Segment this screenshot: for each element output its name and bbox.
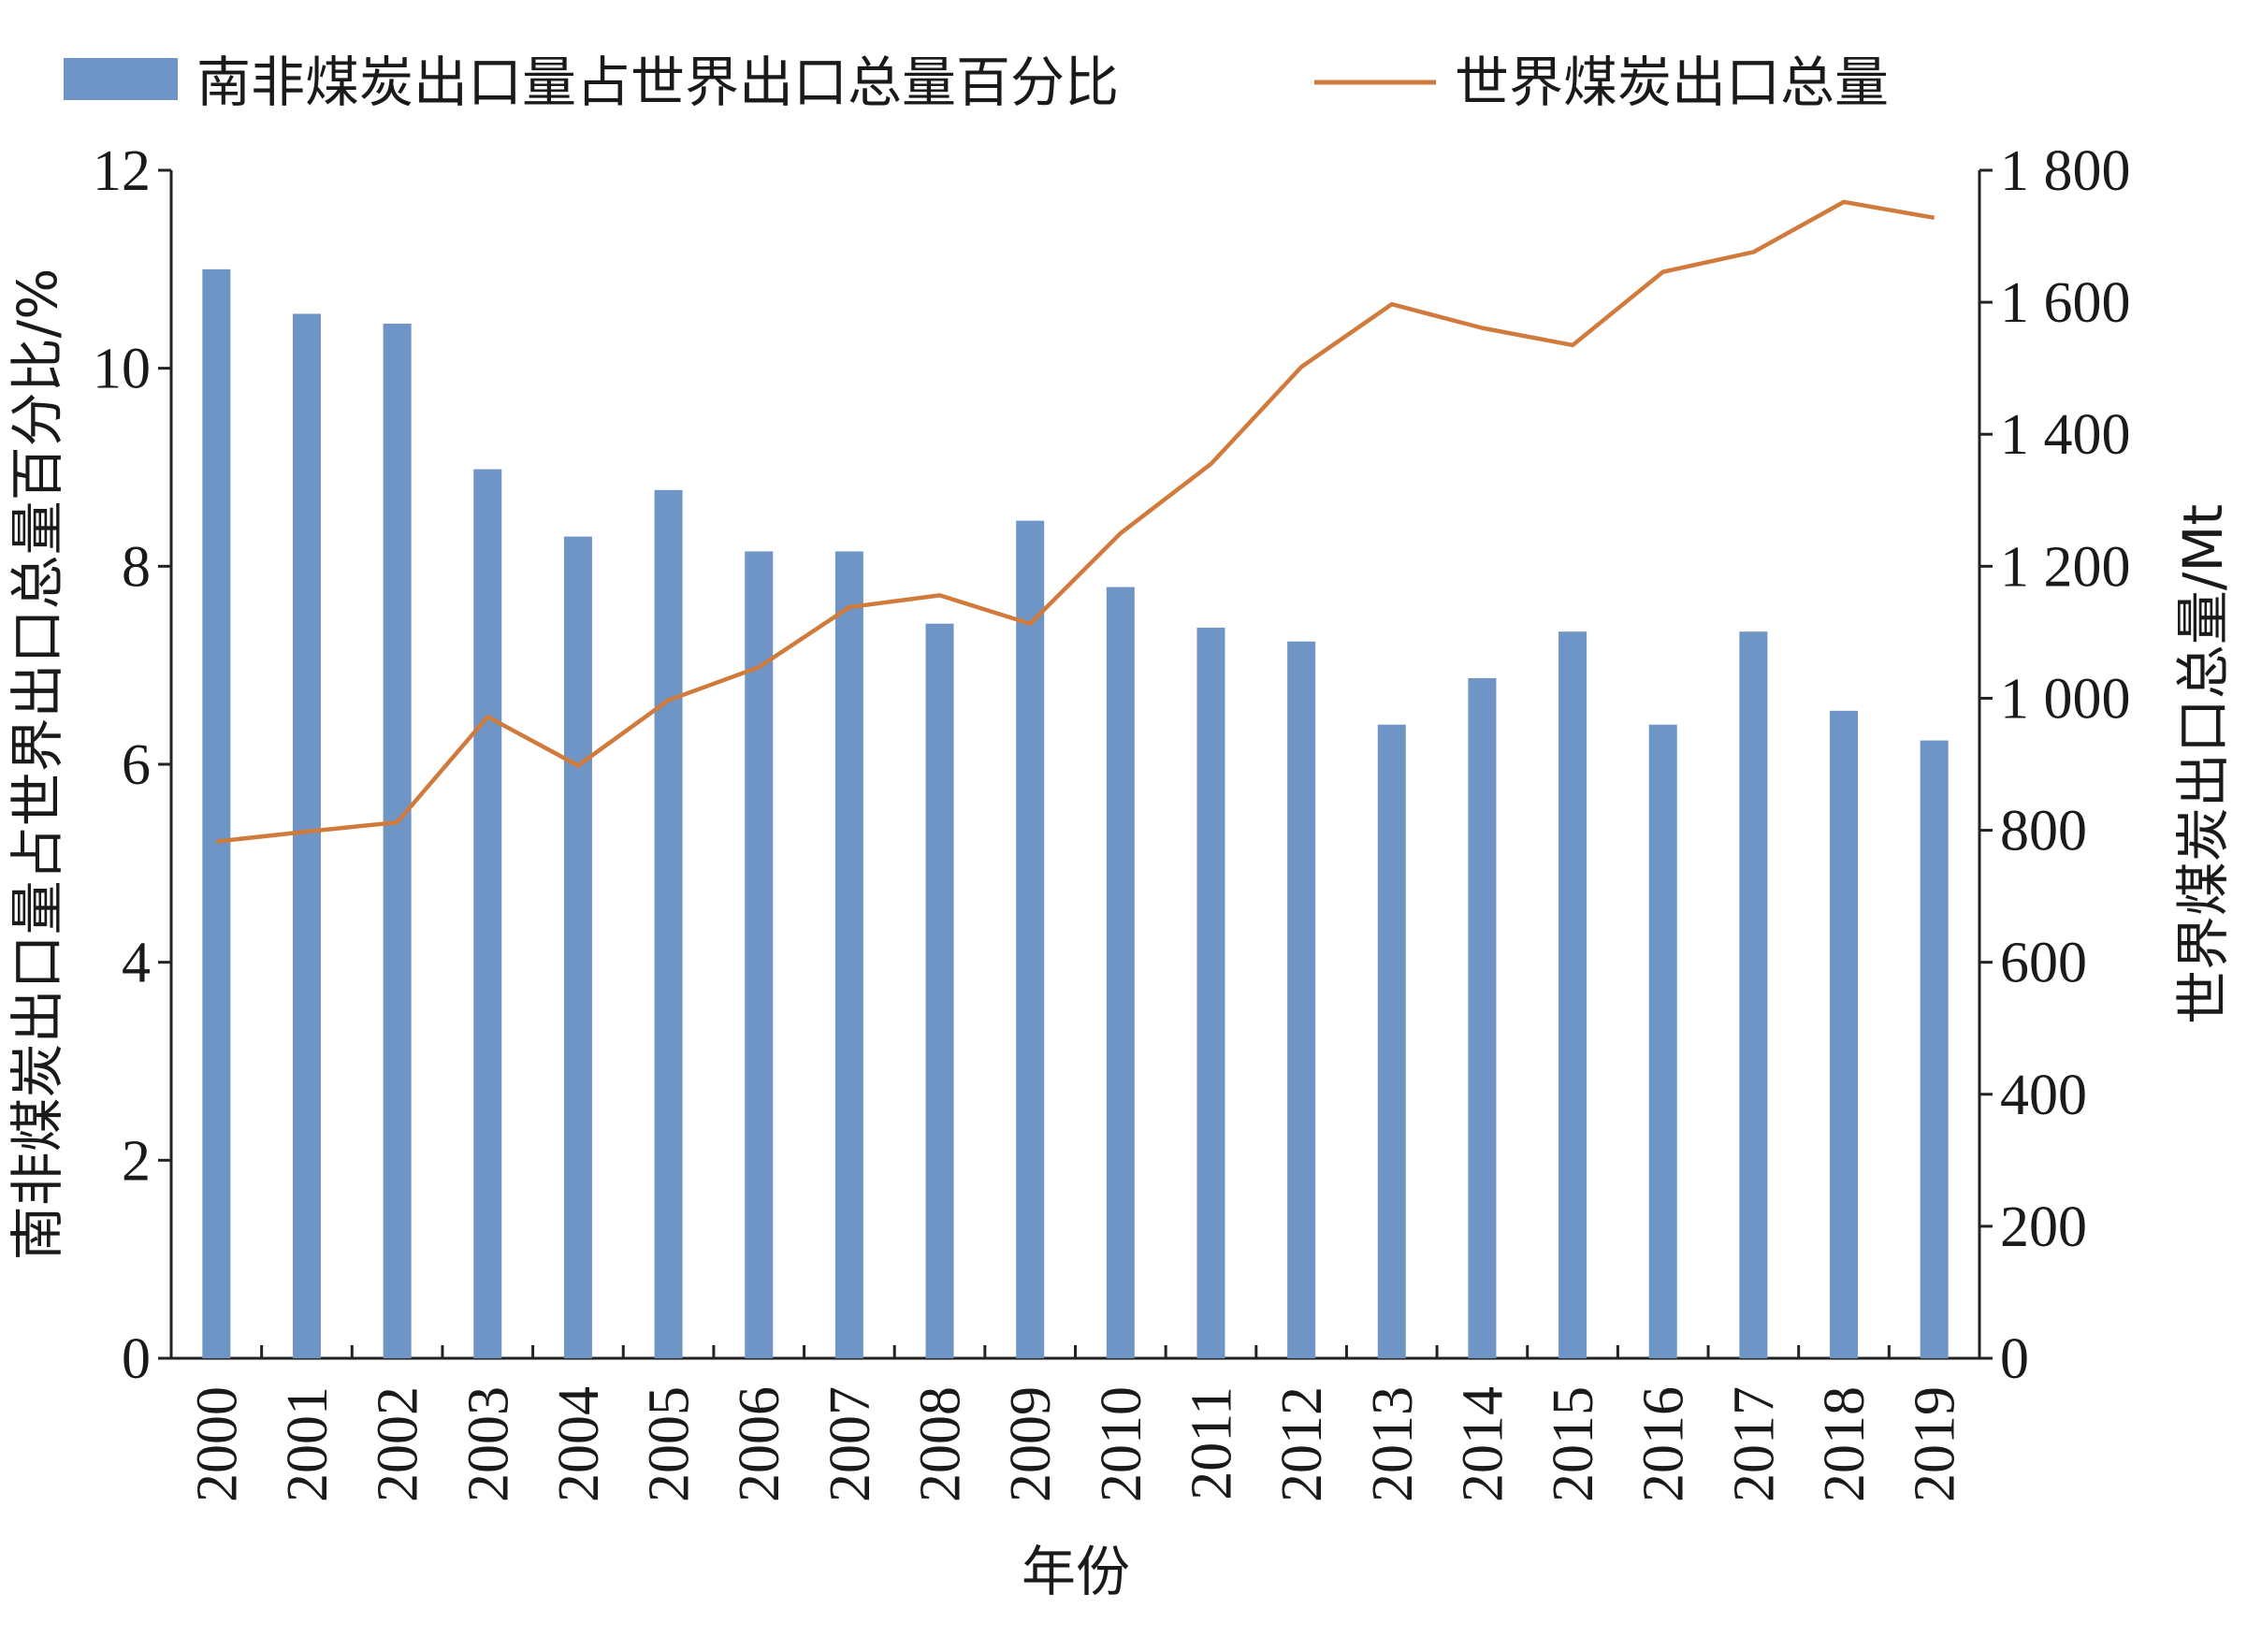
- right-y-ticks: 0 200 400 600 800 1 000 1 200 1 400 1 600 1 800: [1979, 139, 2131, 1391]
- left-y-ticks: 0 2 4 6 8 10 12: [93, 139, 171, 1391]
- left-y-tick-label: 4: [122, 932, 151, 995]
- bar-2011: [1196, 627, 1225, 1358]
- x-tick-label: 2002: [367, 1386, 430, 1502]
- bar-2009: [1016, 520, 1045, 1358]
- bar-2012: [1287, 641, 1316, 1358]
- bar-2014: [1468, 677, 1497, 1358]
- bar-2007: [834, 551, 863, 1358]
- x-tick-label: 2003: [457, 1386, 520, 1502]
- left-y-tick-label: 6: [122, 733, 151, 797]
- bar-2006: [745, 551, 774, 1358]
- right-y-tick-label: 600: [2000, 932, 2087, 995]
- x-tick-label: 2001: [276, 1386, 340, 1502]
- x-tick-label: 2010: [1090, 1386, 1153, 1502]
- right-y-tick-label: 800: [2000, 800, 2087, 863]
- x-tick-label: 2012: [1270, 1386, 1334, 1502]
- x-tick-label: 2018: [1813, 1386, 1877, 1502]
- bar-2016: [1648, 724, 1677, 1358]
- bar-2010: [1106, 587, 1135, 1358]
- x-tick-label: 2015: [1542, 1386, 1605, 1502]
- bar-2000: [202, 268, 231, 1358]
- axes: [169, 170, 1981, 1360]
- x-axis-title: 年份: [1022, 1540, 1130, 1603]
- bar-2005: [654, 489, 683, 1358]
- x-ticks: 2000 2001 2002 2003 2004 2005 2006 2007 2008 2009…: [185, 1345, 1967, 1502]
- right-y-tick-label: 1 400: [2000, 403, 2131, 467]
- left-y-tick-label: 0: [122, 1327, 151, 1391]
- right-y-tick-label: 1 000: [2000, 667, 2131, 731]
- left-y-tick-label: 12: [93, 139, 151, 203]
- x-tick-label: 2006: [728, 1386, 791, 1502]
- left-y-tick-label: 8: [122, 535, 151, 599]
- right-y-axis-title: 世界煤炭出口总量/Mt: [2171, 504, 2235, 1024]
- bar-2018: [1830, 710, 1859, 1358]
- right-y-tick-label: 1 200: [2000, 535, 2131, 599]
- right-y-tick-label: 1 800: [2000, 139, 2131, 203]
- x-tick-label: 2009: [999, 1386, 1063, 1502]
- x-tick-label: 2000: [185, 1386, 249, 1502]
- bar-2002: [383, 324, 412, 1359]
- x-tick-label: 2007: [819, 1386, 882, 1502]
- left-y-axis-title: 南非煤炭出口量占世界出口总量百分比/%: [6, 268, 69, 1261]
- left-y-tick-label: 2: [122, 1129, 151, 1193]
- right-y-tick-label: 0: [2000, 1327, 2029, 1391]
- legend: 南非煤炭出口量占世界出口总量百分比 世界煤炭出口总量: [64, 51, 1889, 114]
- bar-2019: [1920, 740, 1949, 1358]
- x-tick-label: 2013: [1361, 1386, 1425, 1502]
- right-y-tick-label: 1 600: [2000, 271, 2131, 335]
- left-y-tick-label: 10: [93, 338, 151, 401]
- line-series: [216, 199, 1935, 844]
- bar-2015: [1558, 631, 1587, 1358]
- right-y-tick-label: 400: [2000, 1064, 2087, 1127]
- bar-2017: [1739, 631, 1768, 1358]
- x-tick-label: 2005: [638, 1386, 702, 1502]
- bar-2001: [292, 313, 321, 1358]
- bar-2003: [473, 469, 502, 1358]
- bar-2008: [925, 623, 954, 1358]
- world-coal-export-line: [216, 199, 1935, 844]
- x-tick-label: 2016: [1632, 1386, 1696, 1502]
- right-y-tick-label: 200: [2000, 1196, 2087, 1259]
- legend-bar-label: 南非煤炭出口量占世界出口总量百分比: [196, 51, 1119, 114]
- x-tick-label: 2004: [547, 1386, 611, 1502]
- x-tick-label: 2011: [1180, 1386, 1243, 1500]
- x-tick-label: 2017: [1722, 1386, 1786, 1502]
- bar-2004: [563, 536, 592, 1358]
- x-tick-label: 2019: [1904, 1386, 1967, 1502]
- x-tick-label: 2014: [1451, 1386, 1515, 1502]
- legend-line-label: 世界煤炭出口总量: [1455, 51, 1889, 114]
- legend-bar-swatch: [64, 58, 178, 100]
- x-tick-label: 2008: [909, 1386, 973, 1502]
- bar-series: [202, 268, 1949, 1359]
- bar-2013: [1377, 724, 1406, 1358]
